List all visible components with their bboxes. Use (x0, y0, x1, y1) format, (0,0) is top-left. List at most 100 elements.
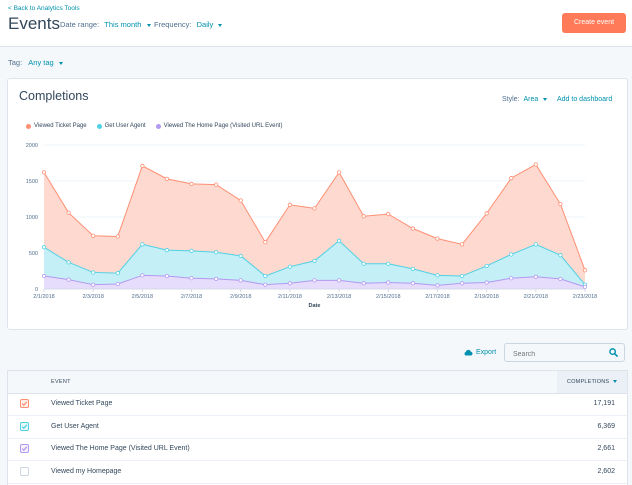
chevron-down-icon (543, 97, 548, 101)
data-point (336, 278, 342, 283)
completions-count: 2,661 (597, 445, 615, 452)
data-point (386, 261, 391, 266)
row-checkbox[interactable] (20, 466, 29, 476)
search-box[interactable] (504, 343, 625, 362)
x-tick-label: 2/13/2018 (327, 294, 351, 300)
data-point (558, 201, 563, 207)
data-point (361, 281, 366, 286)
data-point (189, 276, 194, 281)
data-point (435, 273, 440, 278)
data-point (140, 242, 145, 247)
data-point (238, 278, 243, 283)
completions-card: Completions Style: Area Add to dashboard… (7, 78, 628, 330)
events-table: EVENT COMPLETIONS Viewed Ticket Page 17,1… (7, 370, 628, 485)
data-point (484, 280, 489, 285)
table-row[interactable]: Viewed The Home Page (Visited URL Event)… (8, 438, 627, 461)
data-point (459, 281, 465, 286)
event-name: Viewed my Homepage (51, 467, 122, 475)
legend-label: Get User Agent (104, 123, 146, 129)
date-range-label: Date range: (60, 20, 100, 29)
x-tick-label: 2/15/2018 (376, 294, 400, 300)
data-point (410, 281, 415, 286)
data-point (312, 278, 317, 283)
chevron-down-icon (146, 23, 151, 27)
data-point (66, 210, 71, 215)
data-point (386, 280, 391, 285)
frequency-value[interactable]: Daily (196, 20, 214, 29)
data-point (91, 282, 96, 287)
x-tick-label: 2/19/2018 (474, 294, 498, 300)
checkmark-icon (21, 423, 28, 429)
y-tick-label: 500 (29, 251, 38, 257)
data-point (214, 182, 219, 187)
chart-style-selector[interactable]: Style: Area (502, 96, 548, 103)
data-point (263, 282, 268, 287)
completions-count: 6,369 (597, 422, 615, 430)
legend-item[interactable]: Get User Agent (96, 123, 146, 129)
x-tick-label: 2/21/2018 (524, 294, 548, 300)
x-tick-label: 2/23/2018 (573, 294, 597, 300)
checkmark-icon (21, 446, 28, 452)
event-name: Get User Agent (51, 422, 99, 430)
data-point (459, 242, 465, 247)
data-point (509, 176, 514, 181)
date-range-value[interactable]: This month (104, 20, 142, 29)
data-point (164, 176, 170, 181)
y-tick-label: 1000 (26, 215, 38, 221)
style-value[interactable]: Area (523, 96, 539, 103)
tag-filter[interactable]: Tag: Any tag (8, 58, 63, 67)
data-point (533, 162, 538, 167)
chevron-down-icon (58, 61, 63, 65)
completions-count: 2,602 (597, 467, 615, 475)
frequency-filter[interactable]: Frequency: Daily (154, 20, 223, 29)
data-point (41, 273, 47, 279)
row-checkbox[interactable] (20, 444, 29, 453)
data-point (238, 253, 243, 258)
legend-label: Viewed The Home Page (Visited URL Event) (163, 123, 283, 129)
x-axis-label: Date (309, 303, 321, 309)
data-point (312, 258, 317, 264)
data-point (336, 238, 342, 243)
create-event-button[interactable]: Create event (562, 13, 626, 33)
x-tick-label: 2/7/2018 (181, 294, 202, 300)
tag-value[interactable]: Any tag (28, 58, 54, 67)
row-checkbox[interactable] (20, 421, 29, 431)
checkmark-icon (21, 401, 28, 407)
search-input[interactable] (511, 347, 605, 361)
data-point (140, 163, 145, 168)
column-header-event[interactable]: EVENT (51, 379, 71, 385)
export-label: Export (476, 349, 497, 356)
completions-count: 17,191 (593, 400, 615, 407)
search-icon[interactable] (609, 348, 618, 357)
table-header: EVENT COMPLETIONS (8, 371, 627, 394)
data-point (115, 271, 120, 276)
data-point (287, 264, 293, 269)
data-point (533, 242, 538, 247)
export-button[interactable]: Export (464, 349, 496, 356)
date-range-filter[interactable]: Date range: This month (60, 20, 151, 29)
sort-descending-icon (612, 380, 617, 384)
event-name: Viewed The Home Page (Visited URL Event) (51, 445, 190, 452)
column-header-completions-label: COMPLETIONS (567, 379, 610, 385)
data-point (435, 236, 440, 241)
event-name: Viewed Ticket Page (51, 400, 113, 407)
legend-item[interactable]: Viewed The Home Page (Visited URL Event) (155, 123, 283, 129)
column-header-completions[interactable]: COMPLETIONS (557, 371, 627, 393)
x-tick-label: 2/1/2018 (33, 294, 54, 300)
data-point (287, 202, 293, 207)
table-row[interactable]: Viewed my Homepage 2,602 (8, 461, 627, 484)
cloud-download-icon (464, 349, 473, 356)
table-row[interactable]: Get User Agent 6,369 (8, 416, 627, 439)
data-point (435, 283, 440, 288)
back-to-analytics-link[interactable]: < Back to Analytics Tools (8, 5, 80, 12)
data-point (582, 268, 588, 273)
row-checkbox[interactable] (20, 399, 29, 408)
data-point (189, 181, 194, 186)
legend-item[interactable]: Viewed Ticket Page (26, 123, 87, 129)
add-to-dashboard-link[interactable]: Add to dashboard (557, 96, 613, 103)
table-row[interactable]: Viewed Ticket Page 17,191 (8, 393, 627, 416)
data-point (533, 274, 538, 279)
data-point (214, 276, 219, 282)
data-point (361, 214, 366, 219)
data-point (509, 276, 514, 281)
